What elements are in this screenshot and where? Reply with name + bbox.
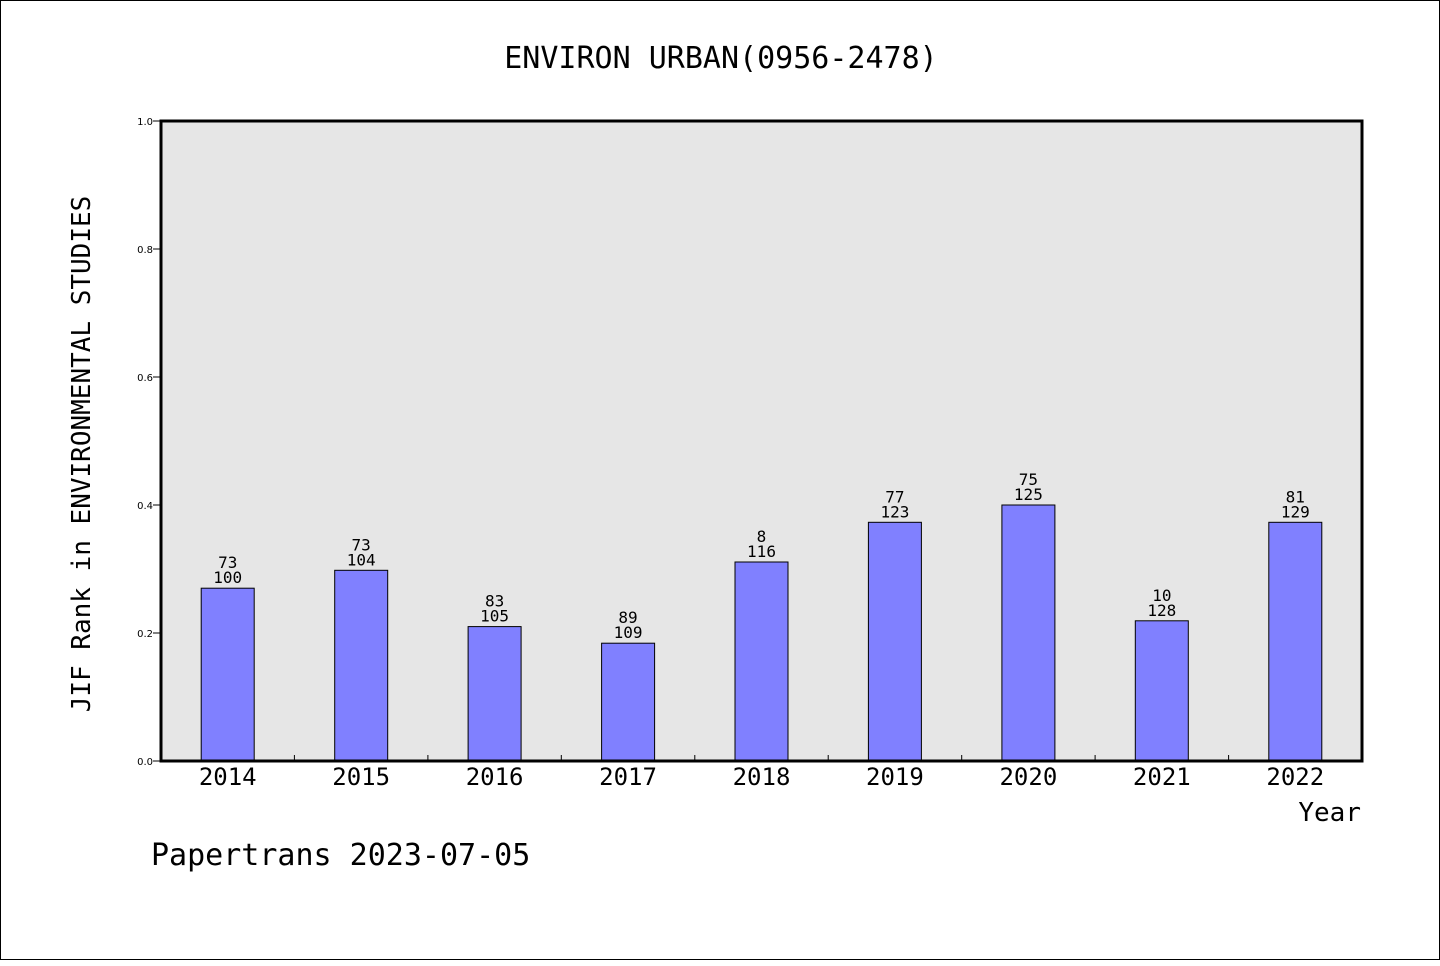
bar-2018 — [734, 561, 789, 762]
x-tick-label-2017: 2017 — [599, 763, 657, 791]
bar-label-rank-2018: 8 — [757, 527, 767, 546]
bar-label-total-2014: 100 — [213, 568, 242, 587]
bar-2014 — [200, 587, 255, 762]
x-tick-label-2016: 2016 — [466, 763, 524, 791]
bar-2020 — [1001, 504, 1056, 762]
bar-label-rank-2015: 73 — [352, 535, 371, 554]
x-tick-label-2014: 2014 — [199, 763, 257, 791]
bar-label-rank-2016: 83 — [485, 592, 504, 611]
bar-label-rank-2020: 75 — [1019, 470, 1038, 489]
bar-2019 — [867, 521, 922, 762]
x-tick-label-2015: 2015 — [332, 763, 390, 791]
y-axis: 0.0 0.2 0.4 0.6 0.8 1.0 — [137, 117, 161, 768]
footer-text: Papertrans 2023-07-05 — [151, 838, 530, 873]
y-axis-label: JIF Rank in ENVIRONMENTAL STUDIES — [67, 196, 97, 713]
x-axis-label: Year — [1298, 798, 1361, 828]
x-tick-label-2018: 2018 — [733, 763, 791, 791]
bar-label-rank-2021: 10 — [1152, 586, 1171, 605]
bar-label-total-2018: 116 — [747, 542, 776, 561]
x-tick-label-2022: 2022 — [1266, 763, 1324, 791]
x-tick-label-2019: 2019 — [866, 763, 924, 791]
bar-2015 — [334, 569, 389, 762]
y-tick-label: 0.2 — [137, 629, 153, 640]
bar-label-total-2019: 123 — [880, 502, 909, 521]
bar-label-rank-2019: 77 — [885, 487, 904, 506]
bar-label-rank-2014: 73 — [218, 553, 237, 572]
plot-border — [159, 119, 1364, 763]
bar-2022 — [1268, 521, 1323, 762]
bar-2017 — [601, 642, 656, 762]
x-tick-label-2021: 2021 — [1133, 763, 1191, 791]
bar-label-total-2016: 105 — [480, 607, 509, 626]
bar-label-total-2020: 125 — [1014, 485, 1043, 504]
bar-2016 — [467, 626, 522, 762]
y-tick-label: 0.8 — [137, 245, 153, 256]
y-tick-label: 0.4 — [137, 501, 153, 512]
bar-label-rank-2022: 81 — [1286, 487, 1305, 506]
y-tick-label: 1.0 — [137, 117, 153, 128]
bar-label-total-2015: 104 — [347, 550, 376, 569]
bar-2021 — [1134, 620, 1189, 762]
bar-label-total-2017: 109 — [614, 623, 643, 642]
y-tick-label: 0.0 — [137, 757, 153, 768]
bar-label-total-2021: 128 — [1147, 601, 1176, 620]
x-axis: 2014 2015 2016 2017 2018 2019 2020 2021 2022 — [199, 755, 1324, 791]
bar-label-rank-2017: 89 — [618, 608, 637, 627]
bars-group — [200, 504, 1323, 762]
chart-title: ENVIRON URBAN(0956-2478) — [504, 41, 937, 76]
bar-label-total-2022: 129 — [1281, 502, 1310, 521]
y-tick-label: 0.6 — [137, 373, 153, 384]
x-tick-label-2020: 2020 — [999, 763, 1057, 791]
